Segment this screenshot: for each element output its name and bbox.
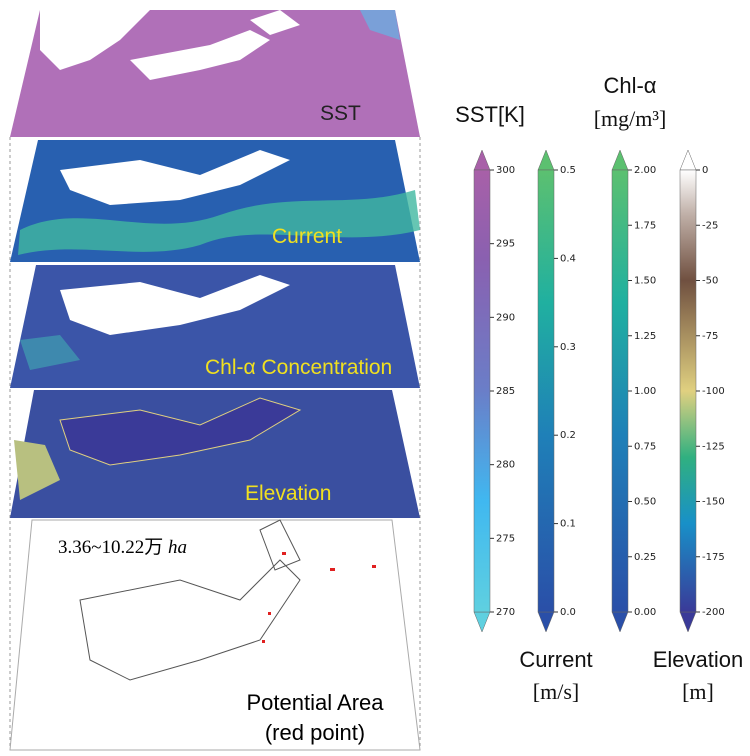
colorbar-extend (538, 612, 554, 632)
colorbar-extend (474, 612, 490, 632)
elevation-layer: Elevation (10, 390, 420, 518)
layer-label: (red point) (265, 720, 365, 745)
tick-label: 0.1 (560, 519, 576, 530)
tick-label: 0 (702, 165, 708, 176)
tick-label: 0.2 (560, 430, 576, 441)
tick-label: 0.50 (634, 497, 656, 508)
colorbar (680, 170, 696, 612)
tick-label: -125 (702, 441, 725, 452)
tick-label: 0.0 (560, 607, 576, 618)
colorbar-title: [mg/m³] (594, 106, 667, 131)
tick-label: 290 (496, 312, 515, 323)
tick-label: 0.25 (634, 552, 656, 563)
colorbar-title: Chl-α (603, 73, 656, 98)
tick-label: -100 (702, 386, 725, 397)
colorbar-extend (538, 150, 554, 170)
tick-label: 280 (496, 460, 515, 471)
tick-label: -25 (702, 220, 718, 231)
annotation-unit: ha (168, 537, 187, 558)
colorbar (538, 170, 554, 612)
tick-label: 1.00 (634, 386, 656, 397)
tick-label: -75 (702, 331, 718, 342)
chl-layer: Chl-α Concentration (10, 265, 420, 388)
colorbar-title: SST[K] (455, 102, 525, 127)
tick-label: 295 (496, 239, 515, 250)
tick-label: 0.3 (560, 342, 576, 353)
layer-label: Potential Area (247, 690, 385, 715)
tick-label: -175 (702, 552, 725, 563)
colorbar-title: Elevation (653, 647, 744, 672)
tick-label: -50 (702, 276, 718, 287)
colorbar-title: [m/s] (533, 679, 579, 704)
tick-label: 0.75 (634, 441, 656, 452)
tick-label: -150 (702, 497, 725, 508)
tick-label: -200 (702, 607, 725, 618)
tick-label: 270 (496, 607, 515, 618)
colorbar-extend (612, 150, 628, 170)
tick-label: 0.00 (634, 607, 656, 618)
layer-label: Chl-α Concentration (205, 356, 392, 379)
tick-label: 0.4 (560, 253, 576, 264)
layer-label: Current (272, 225, 342, 248)
colorbars: 270 275 280 285 290 295 300 SST[K] 0.0 0.1 0.2 0.3 0… (455, 73, 743, 704)
colorbar-extend (680, 612, 696, 632)
tick-label: 1.25 (634, 331, 656, 342)
tick-label: 300 (496, 165, 515, 176)
annotation-text: 3.36~10.22万 (58, 537, 163, 558)
layer-label: Elevation (245, 482, 331, 505)
tick-label: 275 (496, 533, 515, 544)
figure: SST Current Chl-α Concentration Elevatio… (0, 0, 750, 756)
layer-label: SST (320, 102, 361, 125)
colorbar-extend (680, 150, 696, 170)
tick-label: 1.75 (634, 220, 656, 231)
tick-label: 1.50 (634, 276, 656, 287)
colorbar (612, 170, 628, 612)
colorbar (474, 170, 490, 612)
colorbar-title: Current (519, 647, 592, 672)
colorbar-extend (612, 612, 628, 632)
sst-layer: SST (10, 10, 420, 137)
annotation: 3.36~10.22万 ha (58, 537, 187, 558)
colorbar-extend (474, 150, 490, 170)
colorbar-title: [m] (682, 679, 714, 704)
tick-label: 2.00 (634, 165, 656, 176)
tick-label: 285 (496, 386, 515, 397)
current-layer: Current (10, 140, 420, 262)
tick-label: 0.5 (560, 165, 576, 176)
potential-layer: 3.36~10.22万 ha Potential Area (red point… (10, 520, 420, 750)
